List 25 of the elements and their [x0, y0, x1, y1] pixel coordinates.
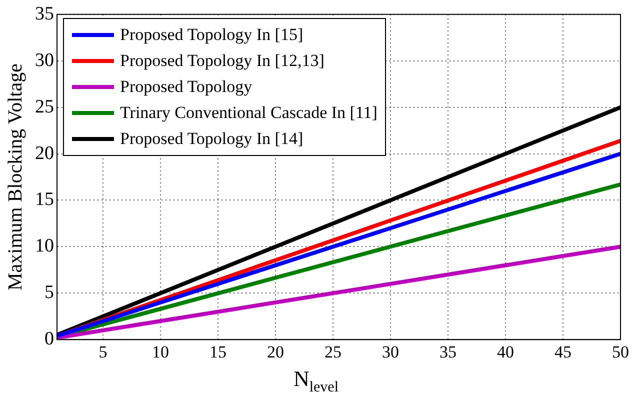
x-tick-label: 50: [612, 342, 629, 362]
x-tick-label: 5: [98, 342, 108, 362]
legend-label: Proposed Topology In [14]: [120, 129, 304, 150]
legend-label: Trinary Conventional Cascade In [11]: [120, 103, 378, 124]
legend-label: Proposed Topology In [12,13]: [120, 51, 324, 72]
y-tick-label: 20: [35, 142, 54, 164]
x-axis-title: N$_{level}$: [292, 366, 340, 396]
y-tick-label: 35: [35, 3, 54, 24]
legend-label: Proposed Topology: [120, 77, 252, 98]
y-tick-label: 0: [44, 328, 54, 350]
x-tick-label: 30: [382, 342, 399, 362]
x-tick-label: 20: [267, 342, 284, 362]
x-tick-label: 45: [554, 342, 572, 362]
x-tick-label: 25: [324, 342, 342, 362]
x-tick-label: 15: [210, 342, 226, 362]
y-tick-label: 5: [44, 282, 54, 304]
y-tick-label: 15: [35, 189, 54, 210]
y-tick-label: 10: [35, 236, 54, 257]
legend-label: Proposed Topology In [15]: [120, 25, 304, 46]
y-tick-label: 30: [35, 50, 54, 71]
x-tick-label: 35: [440, 342, 456, 362]
y-tick-label: 25: [35, 96, 54, 118]
x-tick-label: 10: [152, 342, 169, 362]
y-axis-title: Maximum Blocking Voltage: [4, 63, 26, 291]
x-tick-label: 40: [497, 342, 514, 362]
